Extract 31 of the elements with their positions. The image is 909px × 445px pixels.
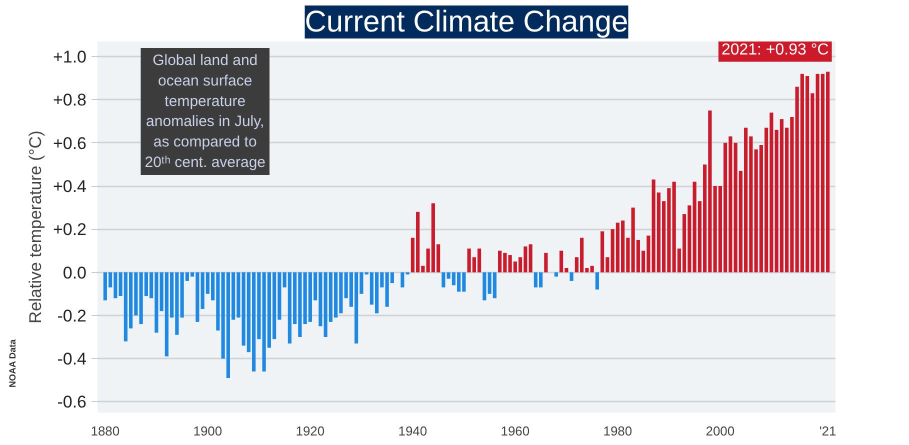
- y-tick-label: +0.6: [52, 134, 86, 153]
- x-tick-label: 1960: [500, 424, 530, 438]
- bar: [482, 272, 486, 300]
- y-tick-label: -0.4: [57, 350, 87, 369]
- x-tick-label: 1920: [296, 424, 325, 438]
- x-tick-label: 1900: [193, 424, 222, 438]
- bar: [554, 272, 558, 277]
- y-tick-label: 0.0: [62, 263, 87, 282]
- y-tick-label: -0.6: [57, 392, 87, 412]
- y-tick-label: -0.2: [57, 306, 87, 326]
- bar: [595, 272, 599, 290]
- y-tick-label: +0.8: [52, 90, 86, 110]
- annotation: 2021: +0.93 °C: [721, 42, 829, 59]
- text: NOAA Data: [8, 338, 18, 388]
- x-tick-label: 2000: [706, 424, 735, 438]
- y-axis-title: Relative temperature (°C): [26, 130, 45, 324]
- annotation: Global land and ocean surface temperature anomalies in July, as compared to 20ᵗʰ cent. average: [144, 52, 266, 171]
- x-tick-label: 1940: [398, 424, 428, 438]
- x-tick-label: '21: [819, 424, 836, 438]
- bar: [570, 272, 574, 281]
- y-tick-label: +0.2: [52, 220, 86, 240]
- y-tick-label: +0.4: [52, 177, 86, 196]
- y-tick-label: +1.0: [52, 48, 86, 67]
- bar: [544, 252, 548, 272]
- x-tick-label: 1880: [90, 424, 120, 438]
- bar: [400, 272, 404, 288]
- chart-title: Current Climate Change: [304, 6, 628, 38]
- bar: [590, 266, 594, 272]
- bar: [442, 272, 446, 288]
- x-tick-label: 1980: [603, 424, 632, 438]
- bar: [528, 244, 532, 272]
